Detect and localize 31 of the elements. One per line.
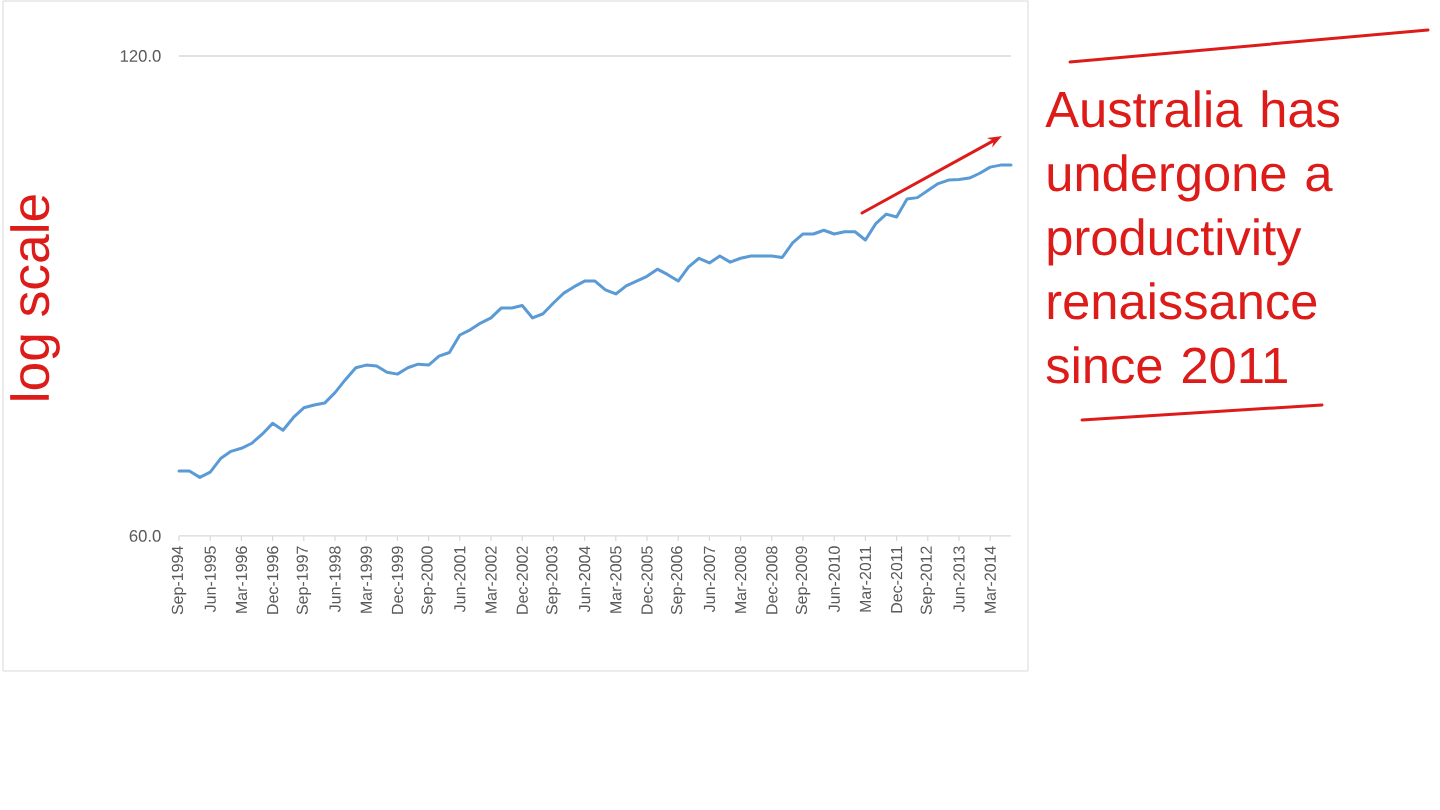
x-tick-label: Sep-2012 (920, 546, 936, 615)
x-tick-label: Dec-2011 (890, 546, 903, 613)
x-tick-label: Jun-2010 (828, 546, 840, 613)
x-tick-label: Sep-2003 (546, 546, 561, 615)
x-tick-label: Mar-1996 (235, 546, 248, 613)
x-tick-label: Mar-2005 (610, 546, 622, 613)
text: Australia has undergone a productivity renaissance since 2011 (1045, 90, 1340, 384)
x-tick-label: Sep-1997 (296, 546, 312, 615)
x-tick-label: Jun-2013 (953, 546, 965, 613)
x-tick-label: Mar-1999 (360, 546, 372, 613)
x-tick-label: Sep-2009 (795, 546, 811, 615)
y-tick-label: 60.0 (129, 530, 161, 542)
x-tick-label: Jun-1998 (329, 546, 341, 613)
x-tick-label: Dec-1996 (266, 546, 279, 614)
x-tick-label: Dec-2005 (641, 546, 653, 614)
x-tick-label: Sep-2000 (421, 546, 436, 615)
x-tick-label: Mar-2002 (485, 546, 497, 613)
x-tick-label: Dec-2008 (766, 546, 778, 614)
x-tick-label: Jun-2001 (454, 546, 466, 613)
x-tick-label: Dec-2002 (516, 546, 528, 614)
x-tick-label: Dec-1999 (391, 546, 404, 614)
x-tick-label: Jun-1995 (204, 546, 216, 613)
x-tick-label: Mar-2011 (859, 546, 872, 612)
x-tick-label: Sep-1994 (171, 546, 187, 615)
x-tick-label: Sep-2006 (670, 546, 686, 615)
x-tick-label: Mar-2008 (734, 546, 747, 613)
x-tick-label: Mar-2014 (984, 546, 996, 613)
x-tick-label: Jun-2004 (578, 546, 591, 613)
text: log scale (10, 195, 60, 400)
x-tick-label: Jun-2007 (703, 546, 716, 613)
y-tick-label: 120.0 (120, 50, 161, 62)
